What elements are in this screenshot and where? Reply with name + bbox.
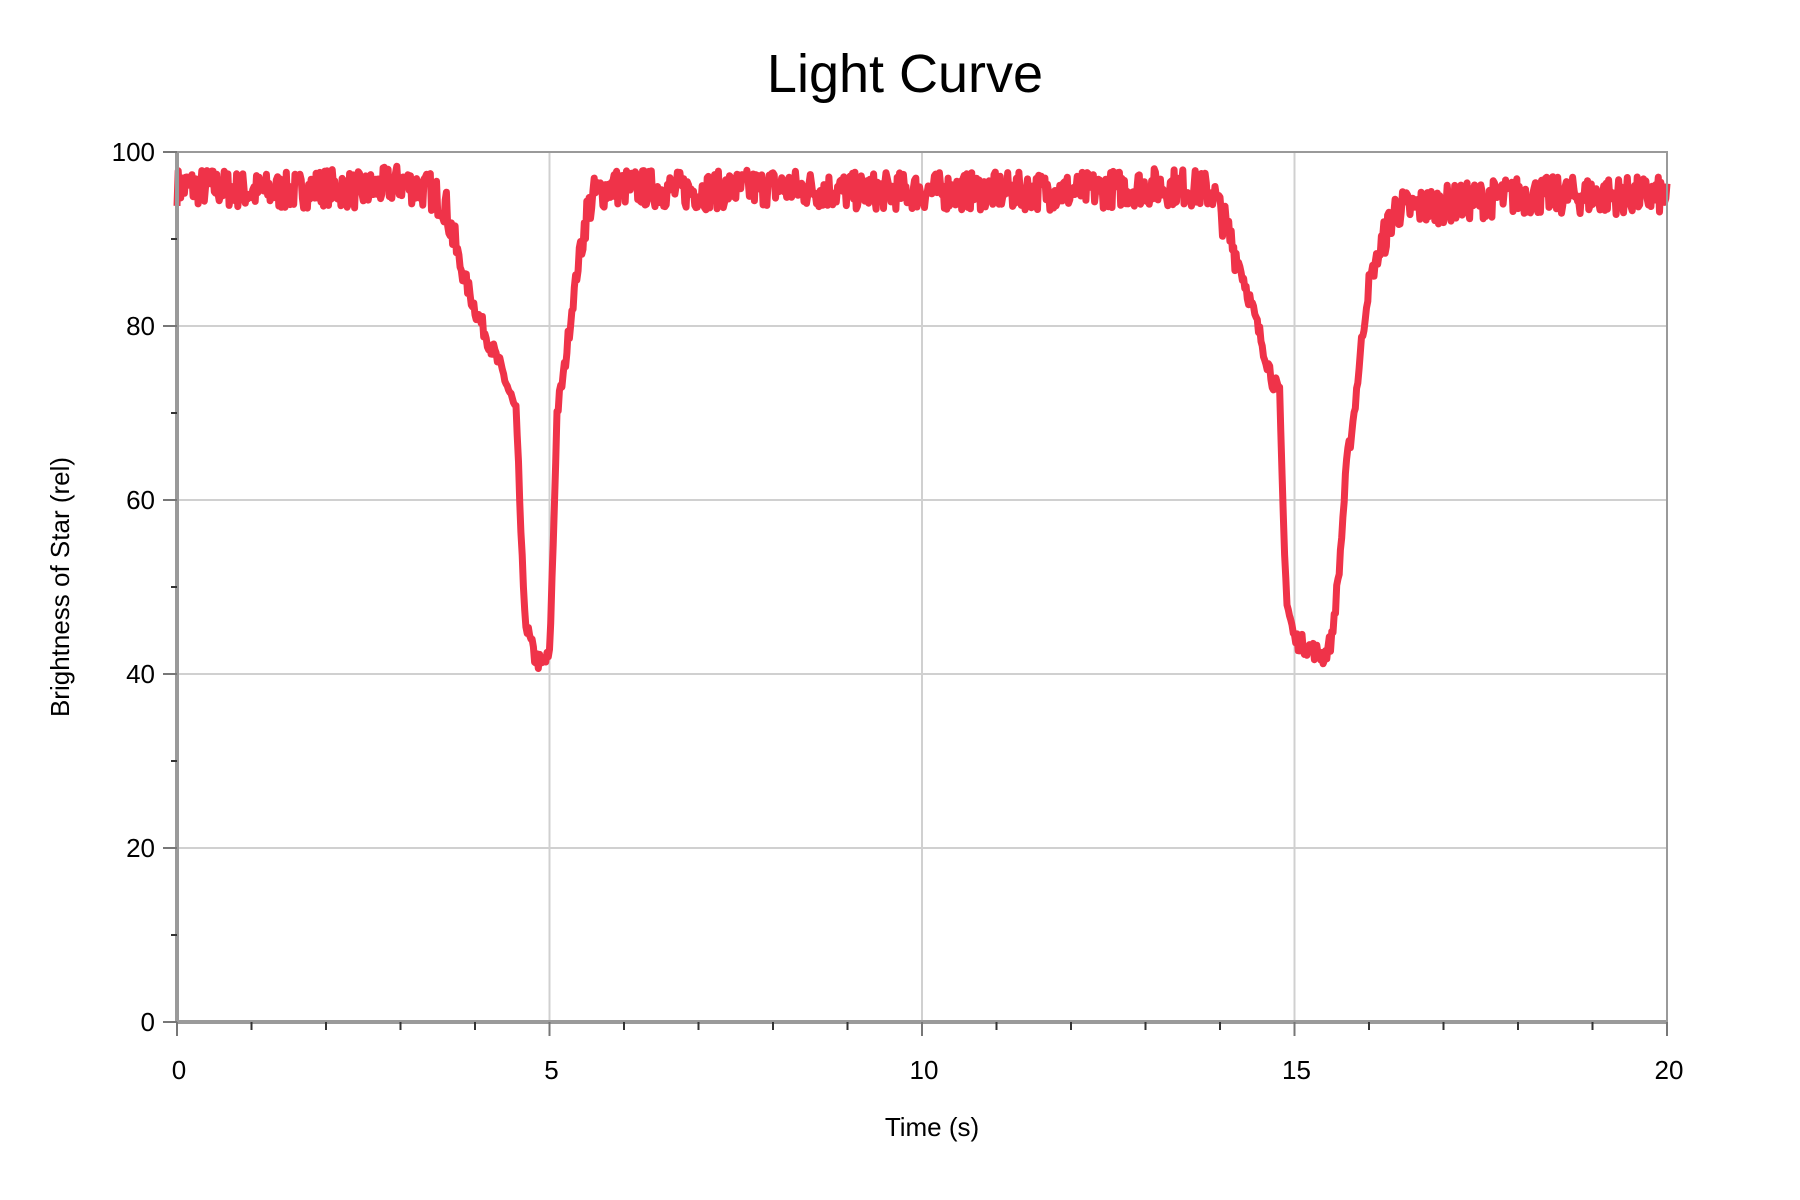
brightness-line xyxy=(173,162,1671,672)
chart-title: Light Curve xyxy=(767,44,1043,104)
y-axis-tick-labels: 0 20 40 60 80 100 xyxy=(112,137,155,1037)
x-axis-label: Time (s) xyxy=(885,1112,979,1142)
x-axis-tick-labels: 0 5 10 15 20 xyxy=(172,1055,1684,1085)
x-tick-label: 0 xyxy=(172,1055,186,1085)
y-axis-label: Brightness of Star (rel) xyxy=(45,457,75,717)
x-tick-label: 15 xyxy=(1282,1055,1311,1085)
x-tick-label: 10 xyxy=(910,1055,939,1085)
x-tick-label: 5 xyxy=(544,1055,558,1085)
y-tick-label: 100 xyxy=(112,137,155,167)
y-tick-label: 20 xyxy=(126,833,155,863)
x-tick-label: 20 xyxy=(1655,1055,1684,1085)
y-tick-label: 0 xyxy=(141,1007,155,1037)
data-series xyxy=(173,162,1671,672)
axes xyxy=(163,151,1668,1036)
grid-lines xyxy=(177,152,1667,1022)
y-tick-label: 80 xyxy=(126,311,155,341)
y-tick-label: 40 xyxy=(126,659,155,689)
y-tick-label: 60 xyxy=(126,485,155,515)
